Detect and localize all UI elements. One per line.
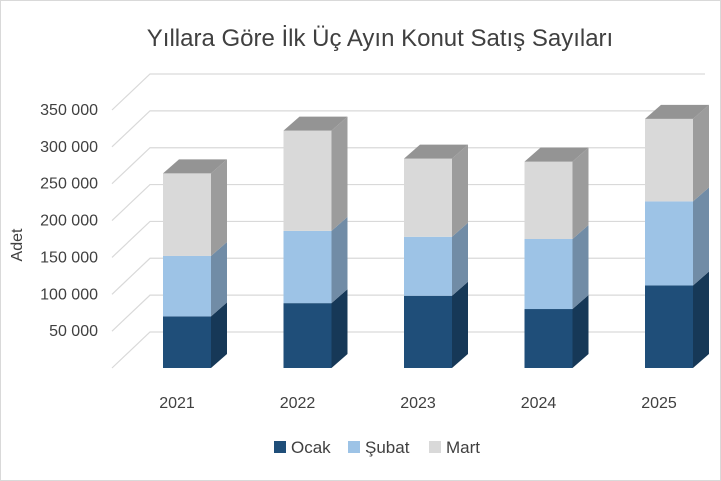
bar-top	[163, 159, 227, 174]
bar-front	[283, 230, 332, 304]
y-tick-label: 100 000	[40, 286, 98, 303]
x-tick-label: 2024	[521, 395, 557, 412]
bar-side	[572, 147, 589, 239]
bar-side	[331, 116, 348, 231]
bar-front	[283, 303, 332, 368]
bar-segment	[163, 302, 227, 368]
bar-segment	[163, 159, 227, 256]
x-axis-ticks: 2021 2022 2023 2024 2025	[159, 395, 677, 412]
bar-side	[331, 289, 348, 368]
bar-segment	[524, 147, 589, 239]
y-tick-label: 300 000	[40, 139, 98, 156]
y-tick-label: 250 000	[40, 176, 98, 193]
gridline	[111, 220, 705, 258]
gridline	[111, 257, 705, 295]
bar-front	[163, 316, 211, 368]
x-tick-label: 2022	[280, 395, 316, 412]
bar-segment	[645, 187, 709, 286]
bar-segment	[645, 104, 709, 202]
gridline	[111, 147, 705, 185]
bar-top	[524, 147, 589, 162]
y-tick-label: 150 000	[40, 249, 98, 266]
bar-front	[163, 173, 211, 256]
bar-side	[452, 222, 468, 296]
bar-segment	[524, 225, 589, 310]
bar-front	[404, 295, 452, 368]
x-tick-label: 2021	[159, 395, 195, 412]
bar-segment	[283, 289, 348, 368]
legend-item: Mart	[429, 438, 480, 457]
bar-segment	[645, 271, 709, 368]
x-tick-label: 2023	[400, 395, 436, 412]
bar-side	[331, 216, 348, 304]
bar-side	[693, 271, 709, 368]
bar-segment	[163, 241, 227, 317]
legend-swatch	[348, 441, 360, 453]
bar-side	[211, 302, 227, 368]
gridlines	[111, 73, 705, 369]
gridline	[111, 183, 705, 222]
legend-item: Ocak	[274, 438, 331, 457]
bar-side	[211, 159, 227, 256]
bars	[163, 104, 709, 368]
bar-side	[693, 187, 709, 286]
bar-side	[693, 104, 709, 202]
bar-top	[404, 144, 468, 159]
bar-top	[283, 116, 348, 131]
bar-top	[645, 104, 709, 119]
bar-segment	[283, 216, 348, 304]
bar-segment	[404, 144, 468, 237]
bar-side	[572, 225, 589, 310]
y-axis-ticks: 50 000 100 000 150 000 200 000 250 000 300 00…	[40, 102, 98, 340]
gridline	[111, 110, 705, 148]
bar-front	[524, 309, 573, 368]
bar-front	[645, 201, 693, 286]
legend-swatch	[429, 441, 441, 453]
gridline	[111, 331, 705, 369]
bar-side	[211, 241, 227, 317]
chart-title: Yıllara Göre İlk Üç Ayın Konut Satış Say…	[147, 25, 613, 52]
bar-front	[524, 239, 573, 310]
x-tick-label: 2025	[641, 395, 677, 412]
y-tick-label: 50 000	[49, 323, 98, 340]
bar-front	[163, 255, 211, 317]
legend-swatch	[274, 441, 286, 453]
bar-segment	[524, 295, 589, 368]
legend-label: Şubat	[365, 438, 410, 457]
bar-side	[452, 281, 468, 368]
bar-segment	[404, 281, 468, 368]
legend: Ocak Şubat Mart	[274, 438, 480, 457]
legend-label: Mart	[446, 438, 480, 457]
bar-segment	[404, 222, 468, 296]
bar-front	[404, 158, 452, 237]
bar-front	[645, 118, 693, 202]
bar-side	[452, 144, 468, 237]
legend-item: Şubat	[348, 438, 410, 457]
bar-front	[645, 285, 693, 368]
legend-label: Ocak	[291, 438, 331, 457]
bar-segment	[283, 116, 348, 231]
bar-side	[572, 295, 589, 368]
y-tick-label: 350 000	[40, 102, 98, 119]
bar-front	[524, 161, 573, 239]
gridline	[111, 294, 705, 332]
bar-front	[404, 236, 452, 296]
gridline	[111, 73, 705, 111]
y-axis-title: Adet	[9, 228, 26, 261]
bar-front	[283, 130, 332, 231]
y-tick-label: 200 000	[40, 213, 98, 230]
